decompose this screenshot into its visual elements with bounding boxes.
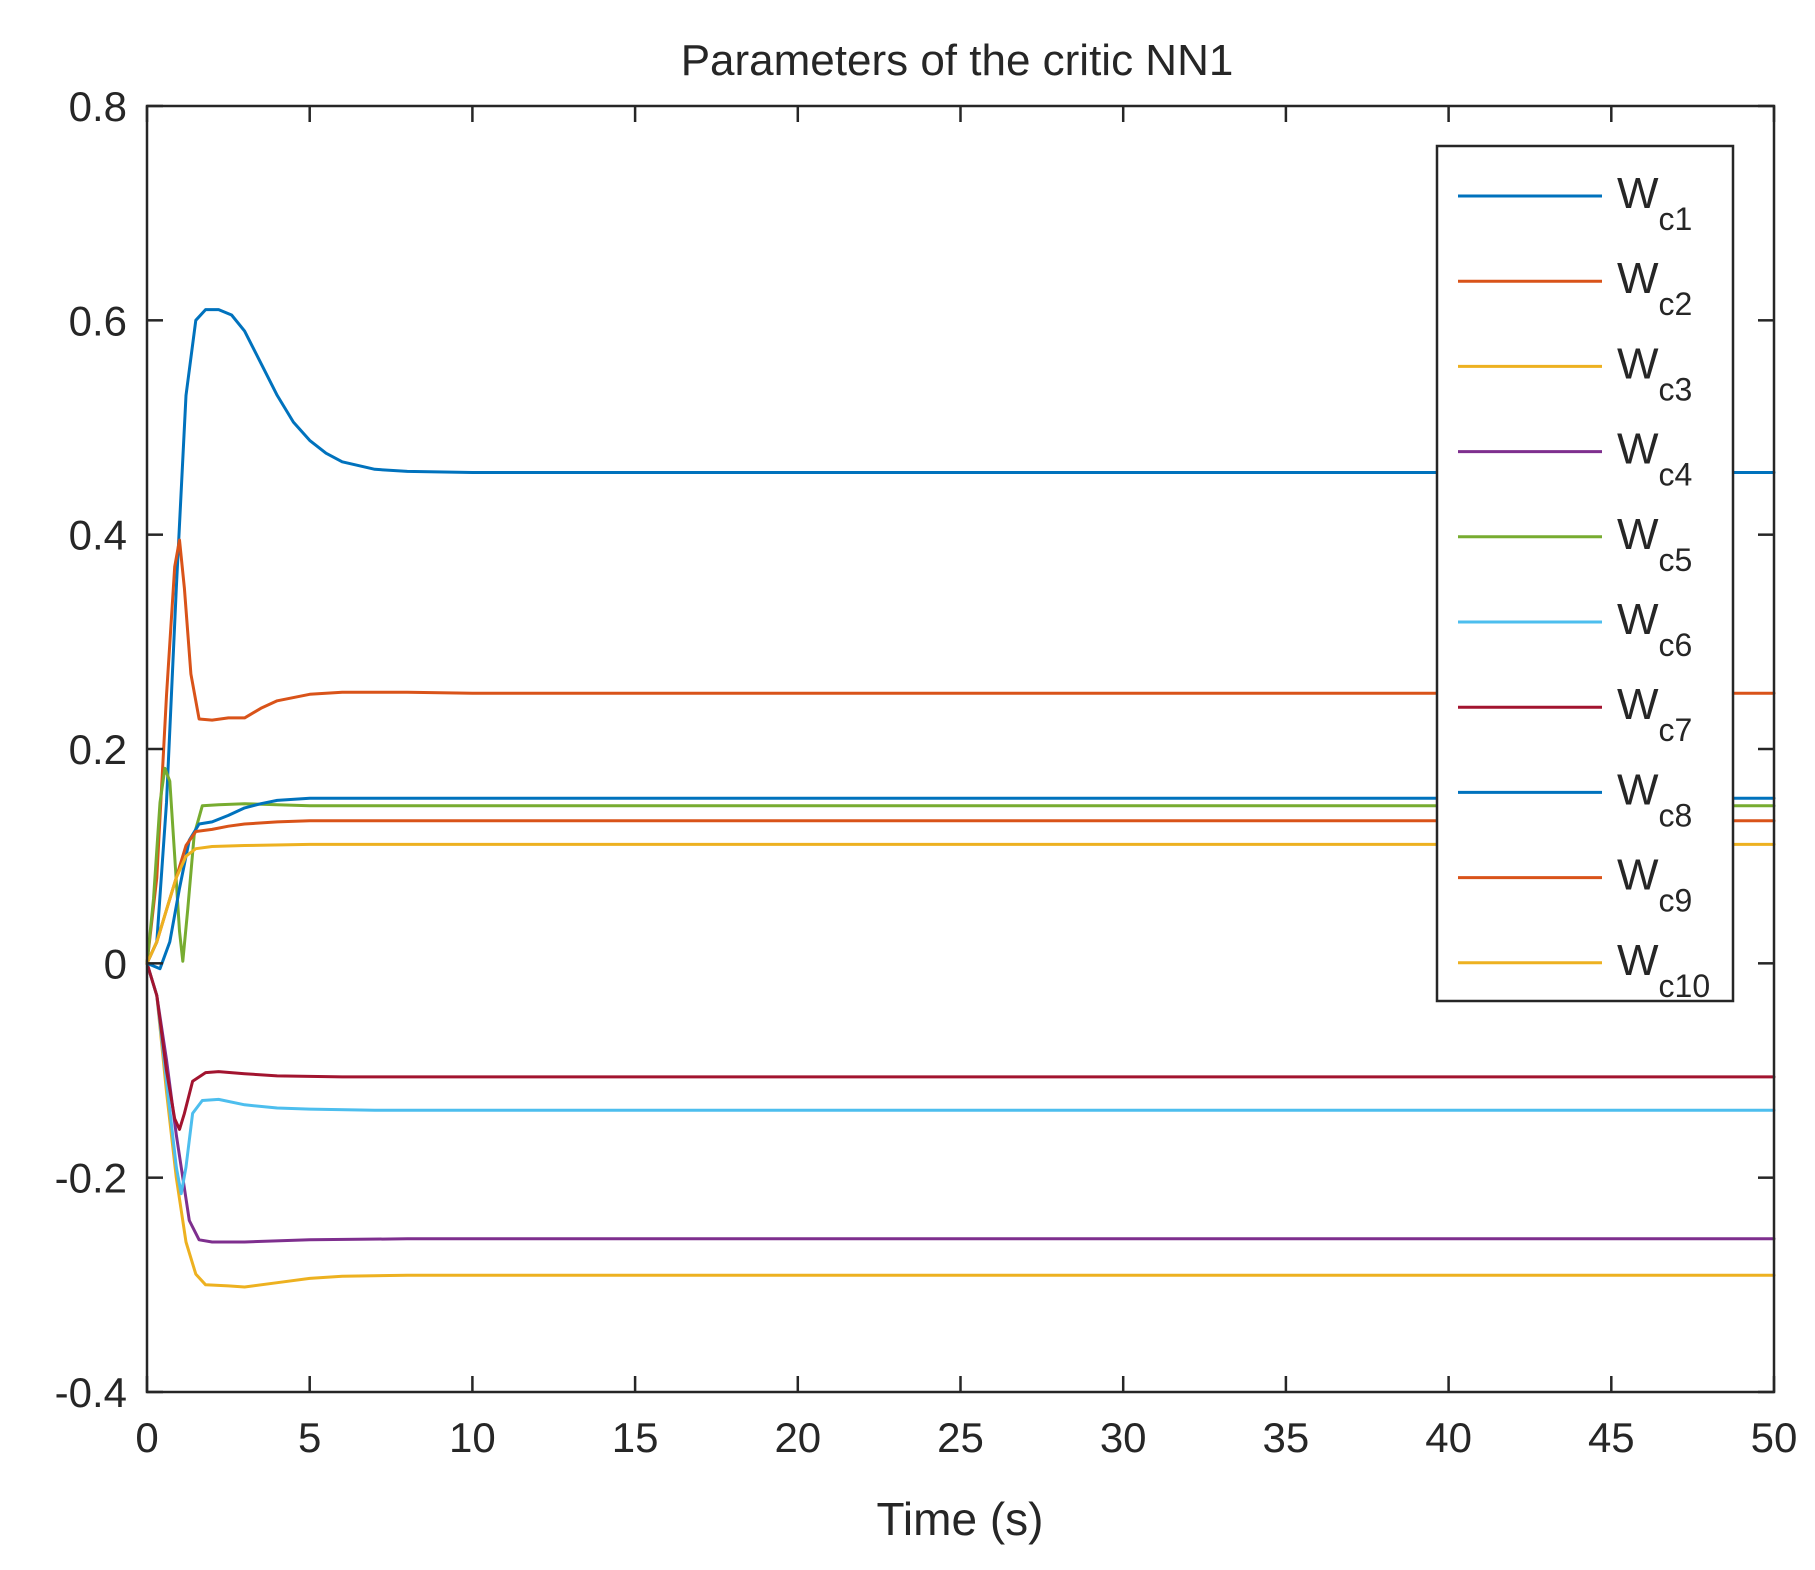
y-tick-label: 0 [104,940,127,987]
series-group [145,308,1776,1289]
x-tick-label: 15 [612,1414,659,1461]
x-tick-label: 50 [1751,1414,1798,1461]
y-tick-label: -0.2 [55,1155,127,1202]
y-axis: -0.4 -0.2 0 0.2 0.4 0.6 0.8 [55,83,1774,1416]
y-tick-label: 0.6 [69,297,127,344]
x-tick-label: 45 [1588,1414,1635,1461]
chart-title: Parameters of the critic NN1 [681,36,1234,85]
series-line-c8 [145,796,1776,971]
x-tick-label: 25 [937,1414,984,1461]
y-tick-label: 0.8 [69,83,127,130]
x-axis: 0 5 10 15 20 25 30 35 40 45 50 [135,106,1797,1461]
x-tick-label: 0 [135,1414,158,1461]
y-tick-label: 0.2 [69,726,127,773]
y-tick-label: -0.4 [55,1369,127,1416]
x-tick-label: 20 [774,1414,821,1461]
y-tick-label: 0.4 [69,512,127,559]
plot-area: 0 5 10 15 20 25 30 35 40 45 50 -0.4-0.200.20.40.60… [55,83,1798,1461]
x-tick-label: 10 [449,1414,496,1461]
series-line-c10 [145,842,1776,965]
x-tick-label: 35 [1263,1414,1310,1461]
series-line-c7 [145,961,1776,1131]
x-tick-label: 30 [1100,1414,1147,1461]
series-line-c6 [145,961,1776,1196]
x-axis-label: Time (s) [877,1493,1044,1545]
x-tick-label: 40 [1425,1414,1472,1461]
x-tick-label: 5 [298,1414,321,1461]
legend-box [1435,144,1735,1003]
series-line-c2 [145,538,1776,965]
